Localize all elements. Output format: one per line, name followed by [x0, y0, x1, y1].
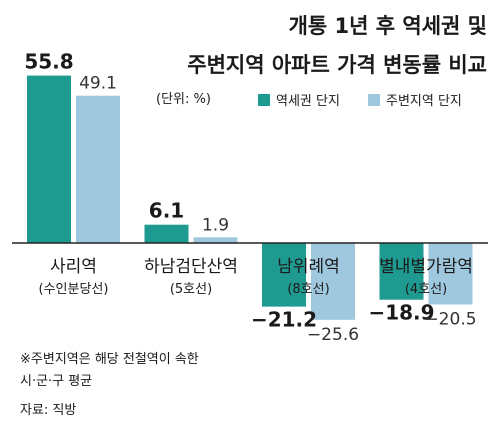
title-line-1: 개통 1년 후 역세권 및 [289, 14, 487, 38]
legend: 역세권 단지 주변지역 단지 [258, 94, 462, 109]
footnote: ※주변지역은 해당 전철역이 속한 시·군·구 평균 자료: 직방 [20, 352, 199, 418]
category-label-0: 사리역 [50, 257, 97, 277]
legend-swatch-station [258, 94, 270, 106]
value-label-nearby-2: −25.6 [307, 325, 359, 345]
value-label-nearby-1: 1.9 [202, 215, 229, 235]
value-label-station-1: 6.1 [149, 199, 184, 223]
value-label-station-0: 55.8 [24, 50, 73, 74]
category-sublabel-0: (수인분당선) [39, 282, 109, 297]
legend-label-station: 역세권 단지 [276, 94, 340, 109]
bars-layer [27, 75, 473, 320]
category-label-2: 남위례역 [277, 257, 340, 277]
bar-nearby-2 [311, 243, 355, 320]
value-label-station-3: −18.9 [368, 301, 434, 325]
value-label-station-2: −21.2 [251, 308, 317, 332]
bar-nearby-0 [76, 95, 120, 243]
legend-label-nearby: 주변지역 단지 [386, 94, 462, 109]
category-sublabel-1: (5호선) [170, 282, 212, 297]
unit-label: (단위: %) [156, 92, 211, 107]
category-sublabel-2: (8호선) [287, 282, 329, 297]
source-text: 자료: 직방 [20, 403, 76, 418]
category-label-3: 별내별가람역 [379, 257, 473, 277]
category-label-1: 하남검단산역 [144, 257, 238, 277]
bar-nearby-3 [428, 243, 473, 305]
footnote-line-1: ※주변지역은 해당 전철역이 속한 [20, 352, 199, 367]
category-sublabel-3: (4호선) [405, 282, 447, 297]
footnote-line-2: 시·군·구 평균 [20, 374, 92, 389]
bar-station-0 [27, 75, 71, 243]
value-label-nearby-3: −20.5 [424, 310, 476, 330]
bar-nearby-1 [193, 237, 238, 243]
title-line-2: 주변지역 아파트 가격 변동률 비교 [187, 53, 487, 77]
chart-title: 개통 1년 후 역세권 및 주변지역 아파트 가격 변동률 비교 [187, 14, 487, 77]
bar-station-3 [379, 243, 424, 300]
value-label-nearby-0: 49.1 [79, 74, 117, 94]
legend-swatch-nearby [368, 94, 380, 106]
bar-station-1 [144, 224, 189, 243]
labels-layer: 55.8 49.1 사리역 (수인분당선) 6.1 1.9 하남검단산역 (5호선) −21.2… [24, 50, 476, 345]
bar-station-2 [262, 243, 306, 307]
